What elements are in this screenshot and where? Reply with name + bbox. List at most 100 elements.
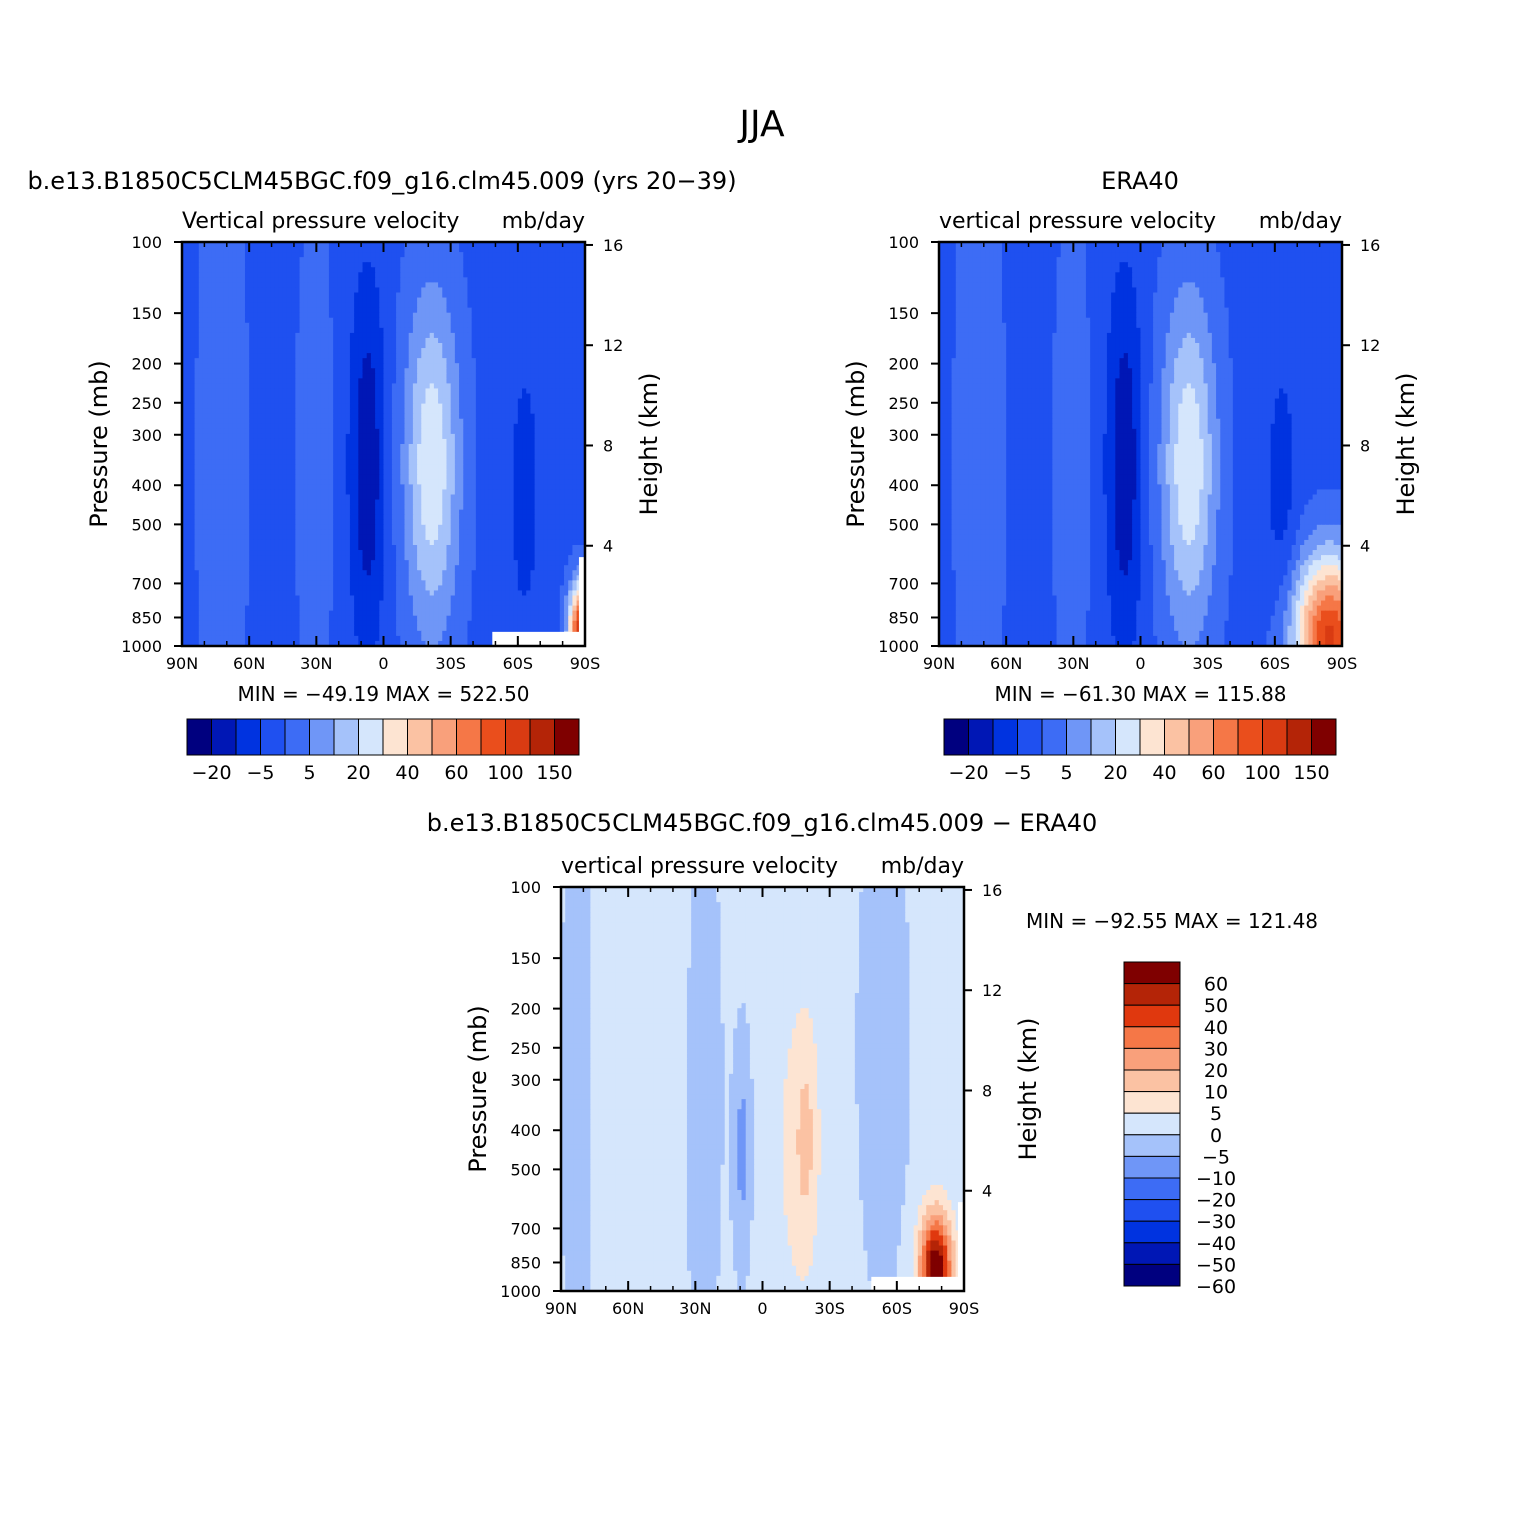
contour-cell — [291, 378, 296, 384]
contour-cell — [480, 333, 485, 339]
contour-cell — [577, 424, 582, 430]
contour-cell — [190, 323, 195, 329]
contour-cell — [287, 277, 292, 283]
contour-cell — [190, 287, 195, 293]
contour-cell — [216, 378, 221, 384]
contour-cell — [488, 404, 493, 410]
contour-cell — [220, 308, 225, 314]
contour-cell — [274, 328, 279, 334]
contour-cell — [203, 449, 208, 455]
contour-cell — [203, 419, 208, 425]
contour-cell — [497, 429, 502, 435]
contour-cell — [505, 333, 510, 339]
contour-cell — [329, 282, 334, 288]
contour-cell — [388, 262, 393, 268]
contour-cell — [283, 409, 288, 415]
contour-cell — [505, 338, 510, 344]
contour-cell — [220, 353, 225, 359]
contour-cell — [539, 257, 544, 263]
contour-cell — [220, 303, 225, 309]
contour-cell — [463, 444, 468, 450]
contour-cell — [413, 262, 418, 268]
contour-cell — [186, 409, 191, 415]
contour-cell — [367, 277, 372, 283]
contour-cell — [388, 287, 393, 293]
contour-cell — [253, 328, 258, 334]
contour-cell — [300, 363, 305, 369]
contour-cell — [543, 434, 548, 440]
contour-cell — [509, 489, 514, 495]
contour-cell — [505, 399, 510, 405]
contour-cell — [237, 373, 242, 379]
contour-cell — [375, 459, 380, 465]
contour-cell — [190, 464, 195, 470]
contour-cell — [442, 353, 447, 359]
contour-cell — [564, 298, 569, 304]
contour-cell — [539, 469, 544, 475]
contour-cell — [375, 348, 380, 354]
contour-cell — [384, 383, 389, 389]
contour-cell — [358, 495, 363, 501]
contour-cell — [190, 328, 195, 334]
contour-cell — [371, 484, 376, 490]
contour-cell — [224, 449, 229, 455]
contour-cell — [409, 429, 414, 435]
contour-cell — [216, 353, 221, 359]
contour-cell — [300, 272, 305, 278]
contour-cell — [346, 449, 351, 455]
contour-cell — [371, 454, 376, 460]
contour-cell — [384, 424, 389, 430]
contour-cell — [476, 343, 481, 349]
contour-cell — [530, 378, 535, 384]
contour-cell — [342, 394, 347, 400]
contour-cell — [220, 323, 225, 329]
contour-cell — [518, 439, 523, 445]
contour-cell — [270, 449, 275, 455]
contour-cell — [195, 419, 200, 425]
contour-cell — [342, 313, 347, 319]
contour-cell — [329, 257, 334, 263]
contour-cell — [514, 282, 519, 288]
contour-cell — [228, 358, 233, 364]
contour-cell — [262, 388, 267, 394]
contour-cell — [274, 287, 279, 293]
contour-cell — [467, 449, 472, 455]
contour-cell — [333, 272, 338, 278]
contour-cell — [514, 272, 519, 278]
contour-cell — [207, 394, 212, 400]
contour-cell — [388, 500, 393, 506]
contour-cell — [337, 333, 342, 339]
contour-cell — [258, 348, 263, 354]
contour-cell — [446, 368, 451, 374]
contour-cell — [321, 363, 326, 369]
contour-cell — [404, 293, 409, 299]
contour-cell — [526, 293, 531, 299]
contour-cell — [354, 363, 359, 369]
contour-cell — [535, 479, 540, 485]
contour-cell — [295, 293, 300, 299]
contour-cell — [417, 282, 422, 288]
contour-cell — [509, 343, 514, 349]
contour-cell — [488, 348, 493, 354]
contour-cell — [518, 454, 523, 460]
contour-cell — [342, 459, 347, 465]
contour-cell — [321, 484, 326, 490]
contour-cell — [258, 444, 263, 450]
contour-cell — [539, 343, 544, 349]
contour-cell — [434, 333, 439, 339]
contour-cell — [404, 388, 409, 394]
contour-cell — [363, 409, 368, 415]
contour-cell — [467, 338, 472, 344]
contour-cell — [446, 287, 451, 293]
contour-cell — [207, 424, 212, 430]
contour-cell — [287, 444, 292, 450]
contour-cell — [476, 293, 481, 299]
contour-cell — [195, 479, 200, 485]
contour-cell — [190, 404, 195, 410]
contour-cell — [459, 308, 464, 314]
contour-cell — [509, 328, 514, 334]
contour-cell — [425, 479, 430, 485]
contour-cell — [270, 388, 275, 394]
contour-cell — [572, 434, 577, 440]
contour-cell — [413, 343, 418, 349]
